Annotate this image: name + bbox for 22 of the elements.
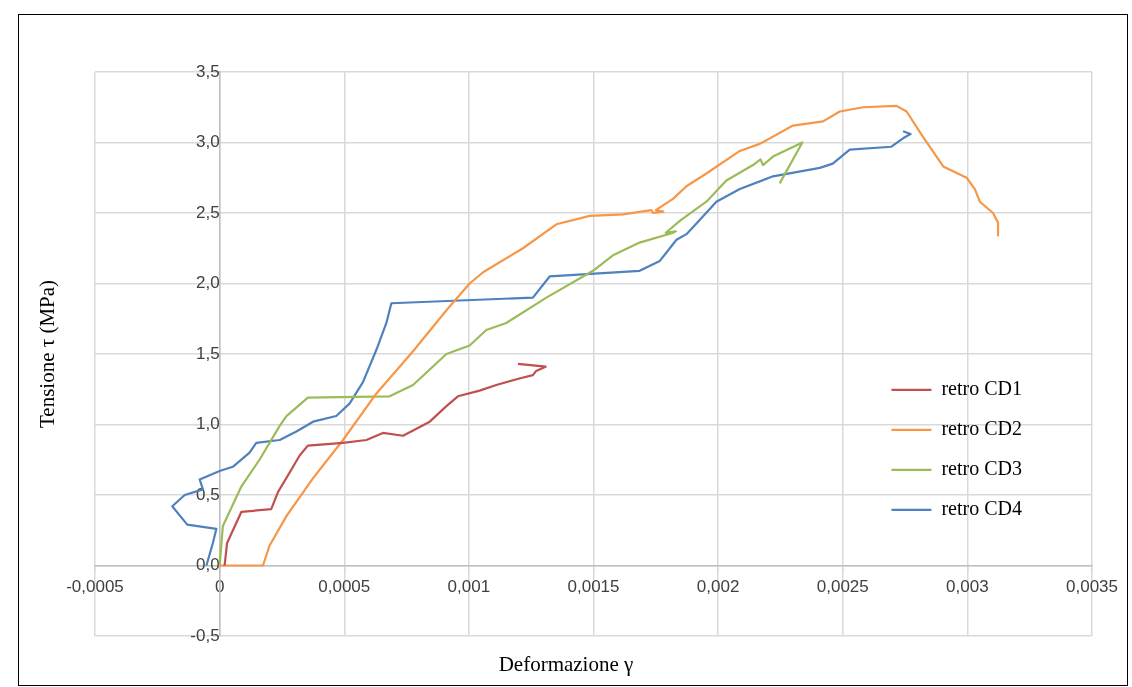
- legend-label: retro CD1: [941, 377, 1023, 400]
- y-tick-label: 2,5: [195, 202, 220, 222]
- y-axis-title: Tensione τ (MPa): [34, 279, 60, 429]
- x-tick-label: 0,003: [946, 577, 989, 597]
- x-tick-label: 0,0035: [1066, 577, 1118, 597]
- x-tick-label: -0,0005: [66, 577, 124, 597]
- y-tick-label: -0,5: [190, 625, 220, 645]
- x-tick-label: 0,0015: [567, 577, 620, 597]
- x-tick-label: 0,0025: [816, 577, 869, 597]
- x-tick-label: 0,002: [696, 577, 740, 597]
- x-tick-label: 0,001: [447, 577, 491, 597]
- x-tick-label: 0,0005: [318, 577, 371, 597]
- y-tick-label: 0,0: [195, 555, 220, 575]
- y-tick-label: 3,5: [195, 61, 220, 81]
- y-tick-label: 3,0: [195, 132, 220, 152]
- legend-label: retro CD2: [941, 417, 1023, 440]
- y-tick-label: 2,0: [195, 273, 220, 293]
- y-tick-label: 1,0: [195, 414, 220, 434]
- legend-label: retro CD4: [941, 497, 1023, 520]
- x-axis-title: Deformazione γ: [497, 652, 635, 677]
- legend-label: retro CD3: [941, 457, 1023, 480]
- y-tick-label: 1,5: [195, 343, 220, 363]
